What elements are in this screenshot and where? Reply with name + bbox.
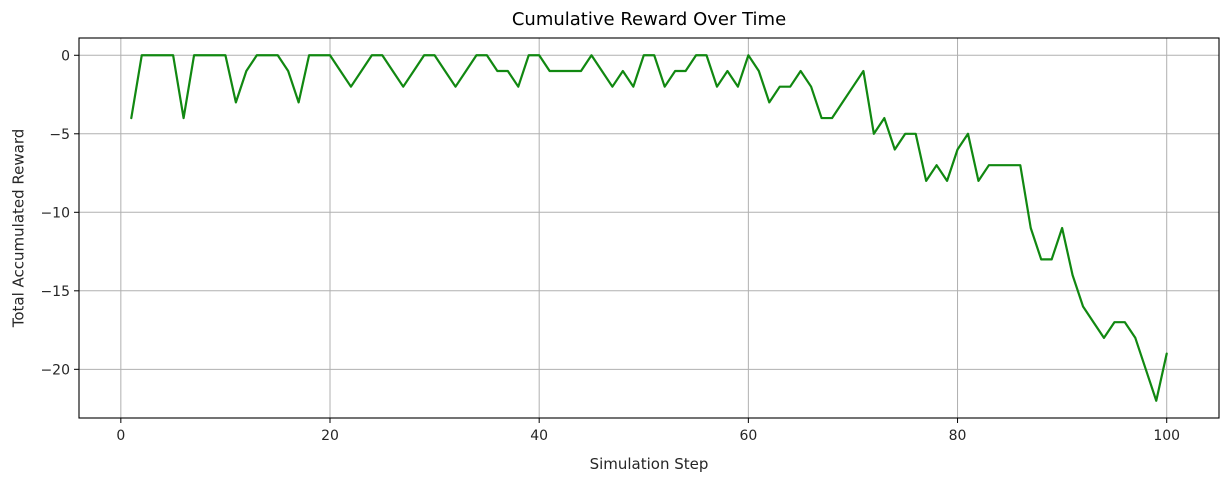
line-layer [130, 54, 1168, 402]
y-tick-label: −5 [49, 127, 70, 143]
x-tick-label: 40 [530, 428, 548, 444]
x-tick-label: 100 [1153, 428, 1180, 444]
chart-title: Cumulative Reward Over Time [512, 9, 786, 30]
series-line [130, 54, 1168, 402]
x-tick-label: 0 [116, 428, 125, 444]
tick-layer: 0 20 40 60 80 100 0 −5 −10 −15 −20 [40, 48, 1180, 444]
x-axis-title: Simulation Step [590, 455, 709, 473]
plot-frame [78, 37, 1220, 419]
x-tick-label: 60 [739, 428, 757, 444]
y-tick-label: 0 [61, 48, 70, 64]
y-tick-label: −20 [40, 362, 70, 378]
y-axis-title: Total Accumulated Reward [10, 129, 28, 329]
x-tick-label: 80 [949, 428, 967, 444]
x-tick-label: 20 [321, 428, 339, 444]
y-tick-label: −15 [40, 284, 70, 300]
y-tick-label: −10 [40, 205, 70, 221]
